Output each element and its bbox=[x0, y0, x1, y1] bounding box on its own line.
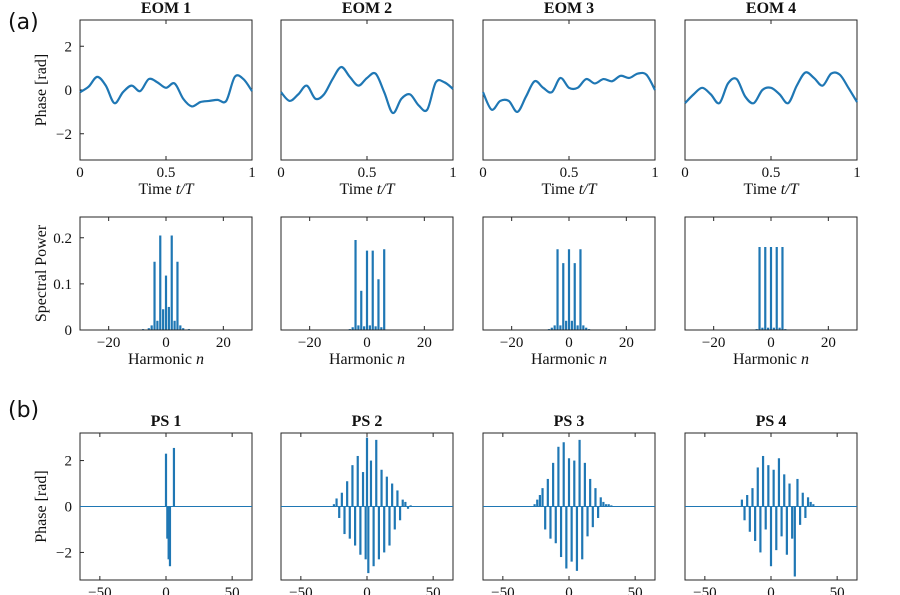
x-tick-label: 20 bbox=[417, 335, 432, 351]
x-tick-label: 0 bbox=[76, 165, 84, 181]
chart-title: PS 1 bbox=[151, 413, 182, 430]
x-tick-label: 0.5 bbox=[157, 165, 176, 181]
y-tick-label: 2 bbox=[65, 454, 73, 470]
chart-title: EOM 2 bbox=[342, 0, 392, 17]
y-tick-label: −2 bbox=[56, 127, 72, 143]
x-tick-label: 20 bbox=[821, 335, 836, 351]
axes-frame bbox=[482, 19, 656, 161]
x-axis-label: Time t/T bbox=[340, 181, 396, 198]
y-tick-label: 0.2 bbox=[53, 231, 72, 247]
axes-frame bbox=[79, 19, 253, 161]
phase-line bbox=[684, 71, 858, 105]
x-axis-label: Harmonic n bbox=[128, 351, 204, 368]
x-axis-label: Time t/T bbox=[744, 181, 800, 198]
x-tick-label: −50 bbox=[693, 585, 716, 595]
y-axis-label: Spectral Power bbox=[33, 224, 50, 322]
y-tick-label: 0 bbox=[65, 323, 73, 339]
y-axis-label: Phase [rad] bbox=[33, 470, 50, 542]
subplot-5: −20 0 20 0 0.1 0.2 Harmonic n Spectral Power bbox=[33, 216, 253, 368]
x-axis-label: Harmonic n bbox=[329, 351, 405, 368]
x-axis-label: Time t/T bbox=[542, 181, 598, 198]
x-tick-label: 0 bbox=[363, 335, 371, 351]
axes-frame bbox=[280, 19, 454, 161]
x-tick-label: 1 bbox=[853, 165, 861, 181]
y-tick-label: 0 bbox=[65, 83, 73, 99]
x-tick-label: 0 bbox=[162, 585, 170, 595]
x-tick-label: 0.5 bbox=[358, 165, 377, 181]
subplot-3: EOM 3 0 0.5 1 Time t/T bbox=[479, 0, 659, 198]
x-tick-label: 50 bbox=[225, 585, 240, 595]
x-tick-label: 50 bbox=[628, 585, 643, 595]
x-tick-label: 20 bbox=[216, 335, 231, 351]
chart-title: PS 4 bbox=[756, 413, 787, 430]
chart-title: EOM 3 bbox=[544, 0, 594, 17]
x-tick-label: −20 bbox=[97, 335, 120, 351]
x-tick-label: 0 bbox=[479, 165, 487, 181]
x-tick-label: 0 bbox=[681, 165, 689, 181]
subplot-10: PS 2−50050Mode Index bbox=[280, 413, 454, 595]
x-tick-label: 1 bbox=[651, 165, 659, 181]
x-tick-label: 50 bbox=[426, 585, 441, 595]
y-tick-label: 2 bbox=[65, 39, 73, 55]
x-axis-label: Harmonic n bbox=[531, 351, 607, 368]
x-tick-label: 0 bbox=[277, 165, 285, 181]
x-tick-label: 20 bbox=[619, 335, 634, 351]
subplot-7: −20 0 20 Harmonic n bbox=[482, 216, 656, 368]
subplot-8: −20 0 20 Harmonic n bbox=[684, 216, 858, 368]
x-tick-label: 50 bbox=[830, 585, 845, 595]
subplot-6: −20 0 20 Harmonic n bbox=[280, 216, 454, 368]
x-tick-label: 1 bbox=[248, 165, 256, 181]
x-tick-label: −50 bbox=[289, 585, 312, 595]
y-axis-label: Phase [rad] bbox=[33, 54, 50, 126]
x-tick-label: −50 bbox=[491, 585, 514, 595]
subplot-11: PS 3−50050Mode Index bbox=[482, 413, 656, 595]
axes-frame bbox=[684, 19, 858, 161]
subplot-2: EOM 2 0 0.5 1 Time t/T bbox=[277, 0, 457, 198]
x-tick-label: −20 bbox=[298, 335, 321, 351]
chart-title: PS 2 bbox=[352, 413, 383, 430]
x-tick-label: −50 bbox=[88, 585, 111, 595]
phase-line bbox=[79, 74, 253, 108]
subplot-1: EOM 1 0 0.5 1 −2 0 2 Time t/T Phase [rad] bbox=[33, 0, 256, 198]
x-tick-label: 0 bbox=[767, 585, 775, 595]
y-tick-label: −2 bbox=[56, 545, 72, 561]
x-axis-label: Harmonic n bbox=[733, 351, 809, 368]
x-tick-label: 1 bbox=[449, 165, 457, 181]
x-tick-label: −20 bbox=[500, 335, 523, 351]
x-tick-label: 0 bbox=[767, 335, 775, 351]
chart-title: PS 3 bbox=[554, 413, 585, 430]
subplot-12: PS 4−50050Mode Index bbox=[684, 413, 858, 595]
y-tick-label: 0.1 bbox=[53, 277, 72, 293]
panel-label-a: (a) bbox=[8, 10, 39, 35]
x-tick-label: 0 bbox=[162, 335, 170, 351]
x-tick-label: 0 bbox=[565, 335, 573, 351]
panel-label-b: (b) bbox=[8, 398, 40, 423]
chart-title: EOM 1 bbox=[141, 0, 191, 17]
x-tick-label: 0.5 bbox=[560, 165, 579, 181]
y-tick-label: 0 bbox=[65, 500, 73, 516]
phase-line bbox=[481, 71, 656, 113]
x-tick-label: 0 bbox=[363, 585, 371, 595]
x-tick-label: −20 bbox=[702, 335, 725, 351]
phase-line bbox=[280, 65, 454, 115]
x-tick-label: 0 bbox=[565, 585, 573, 595]
subplot-4: EOM 4 0 0.5 1 Time t/T bbox=[681, 0, 861, 198]
x-axis-label: Time t/T bbox=[139, 181, 195, 198]
chart-title: EOM 4 bbox=[746, 0, 796, 17]
x-tick-label: 0.5 bbox=[762, 165, 781, 181]
